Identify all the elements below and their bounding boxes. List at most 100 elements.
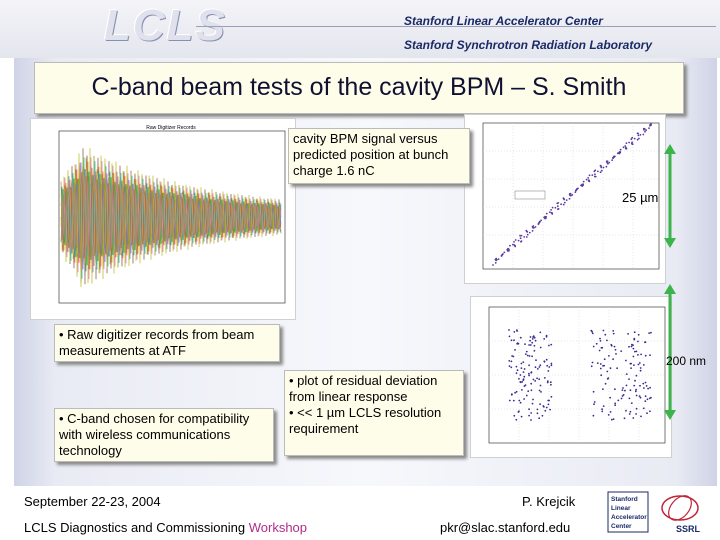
residual-point (522, 371, 525, 373)
residual-point (614, 402, 617, 405)
residual-point (591, 361, 594, 364)
bpm-point (544, 215, 546, 218)
residual-point (614, 388, 616, 391)
residual-point (596, 362, 599, 364)
bpm-point (557, 202, 560, 204)
residual-point (628, 345, 630, 348)
residual-point (640, 353, 642, 356)
residual-point (513, 414, 516, 417)
callout-cband: • C-band chosen for compatibility with w… (54, 408, 274, 462)
residual-point (508, 360, 511, 362)
bpm-point (550, 212, 553, 214)
bpm-point (513, 244, 516, 246)
bpm-point (625, 142, 628, 144)
residual-point (550, 364, 553, 367)
residual-point (519, 401, 522, 404)
residual-point (603, 358, 606, 361)
residual-point (547, 370, 550, 372)
residual-point (642, 382, 645, 385)
residual-point (543, 406, 545, 408)
bpm-point (614, 155, 616, 158)
residual-point (508, 335, 511, 338)
residual-point (614, 348, 617, 351)
residual-point (606, 339, 608, 342)
residual-point (525, 394, 528, 397)
residual-point (522, 361, 525, 363)
residual-point (637, 363, 640, 366)
bpm-point (631, 141, 633, 144)
residual-point (590, 365, 593, 368)
residual-point (529, 344, 532, 346)
footer-date: September 22-23, 2004 (24, 494, 161, 509)
residual-point (514, 391, 516, 394)
residual-point (601, 346, 604, 349)
residual-point (530, 412, 533, 414)
bpm-point (633, 137, 636, 140)
residual-point (638, 395, 641, 397)
residual-point (612, 358, 614, 361)
residual-point (610, 344, 613, 347)
residual-point (524, 343, 526, 345)
residual-point (630, 345, 633, 348)
bpm-point (591, 174, 594, 176)
residual-point (508, 365, 511, 367)
residual-point (639, 384, 641, 387)
raw-digitizer-figure: Raw Digitizer Records (58, 125, 286, 304)
residual-point (592, 414, 595, 417)
residual-point (543, 360, 546, 363)
bpm-point (577, 187, 579, 190)
residual-point (548, 399, 550, 402)
bpm-point (619, 148, 622, 151)
badge-line-2: Linear (611, 505, 631, 512)
bpm-point (638, 137, 640, 140)
arrow-200nm (664, 284, 676, 420)
bpm-point (519, 234, 521, 237)
residual-point (528, 372, 530, 375)
bpm-point (574, 191, 577, 193)
residual-point (645, 385, 648, 387)
svg-text:Raw Digitizer Records: Raw Digitizer Records (146, 125, 196, 131)
residual-point (515, 390, 518, 393)
residual-point (518, 410, 520, 413)
label-200nm: 200 nm (666, 354, 707, 368)
header-divider (196, 26, 716, 27)
residual-point (520, 415, 523, 418)
bpm-point (526, 233, 529, 236)
bpm-point (648, 127, 650, 129)
bpm-point (618, 151, 620, 154)
bpm-point (644, 130, 646, 133)
footer-workshop: LCLS Diagnostics and Commissioning Works… (24, 520, 307, 535)
bpm-point (507, 247, 509, 250)
residual-point (510, 393, 513, 396)
residual-point (547, 403, 550, 406)
bpm-point (497, 258, 500, 260)
residual-point (613, 345, 616, 348)
residual-point (520, 367, 523, 369)
residual-point (643, 387, 645, 389)
bpm-point (643, 129, 645, 131)
ssrl-text: SSRL (676, 524, 701, 534)
residual-point (609, 367, 612, 370)
residual-point (602, 405, 605, 407)
bpm-point (509, 244, 511, 247)
residual-point (603, 364, 605, 367)
residual-point (543, 338, 546, 340)
title-box: C-band beam tests of the cavity BPM – S.… (34, 62, 684, 114)
residual-point (534, 339, 537, 342)
bpm-point (492, 264, 494, 266)
residual-point (519, 381, 522, 383)
residual-point (639, 396, 642, 399)
residual-point (548, 366, 551, 368)
bpm-point (628, 141, 630, 144)
residual-point (612, 418, 615, 420)
bpm-point (599, 171, 602, 174)
bpm-point (525, 236, 528, 238)
residual-point (612, 332, 615, 335)
residual-point (514, 349, 516, 351)
linear-response-figure (482, 122, 660, 270)
residual-point (523, 375, 526, 378)
residual-point (628, 413, 631, 415)
residual-point (629, 410, 632, 413)
footer-email: pkr@slac.stanford.edu (440, 520, 571, 535)
residual-point (550, 383, 552, 386)
